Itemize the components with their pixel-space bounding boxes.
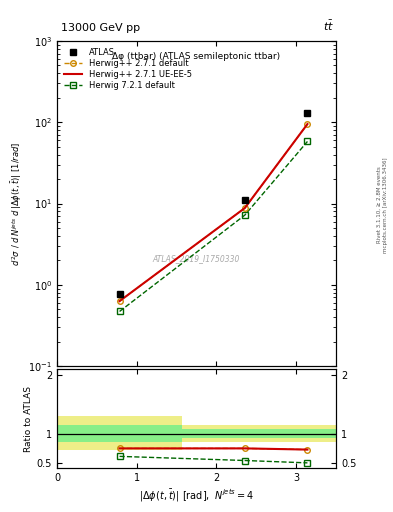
Y-axis label: Ratio to ATLAS: Ratio to ATLAS	[24, 386, 33, 452]
Text: $t\bar{t}$: $t\bar{t}$	[323, 19, 334, 33]
Legend: ATLAS, Herwig++ 2.7.1 default, Herwig++ 2.7.1 UE-EE-5, Herwig 7.2.1 default: ATLAS, Herwig++ 2.7.1 default, Herwig++ …	[61, 45, 194, 92]
Text: 13000 GeV pp: 13000 GeV pp	[61, 23, 140, 33]
Text: ATLAS_2019_I1750330: ATLAS_2019_I1750330	[153, 254, 240, 263]
Text: Rivet 3.1.10, ≥ 2.8M events: Rivet 3.1.10, ≥ 2.8M events	[377, 166, 382, 243]
Y-axis label: $d^2\sigma\ /\ d\,N^{jets}\ d\,|\Delta\phi(t,\bar{t})|\ [1/rad]$: $d^2\sigma\ /\ d\,N^{jets}\ d\,|\Delta\p…	[9, 141, 24, 266]
Text: Δφ (ttbar) (ATLAS semileptonic ttbar): Δφ (ttbar) (ATLAS semileptonic ttbar)	[112, 52, 281, 61]
X-axis label: $|\Delta\phi(t,\bar{t})|\ [\mathrm{rad}],\ N^{jets} = 4$: $|\Delta\phi(t,\bar{t})|\ [\mathrm{rad}]…	[139, 487, 254, 503]
Text: mcplots.cern.ch [arXiv:1306.3436]: mcplots.cern.ch [arXiv:1306.3436]	[383, 157, 387, 252]
